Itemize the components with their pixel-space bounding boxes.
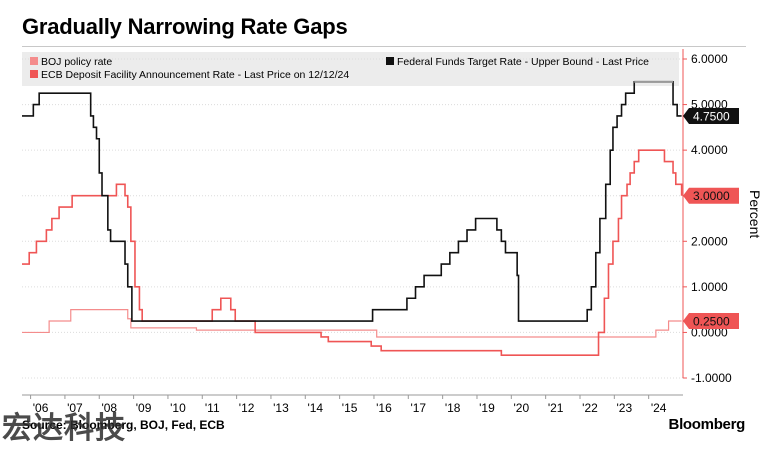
legend-label-boj: BOJ policy rate [41,56,112,68]
x-tick-label: '18 [445,401,461,415]
x-tick-label: '08 [101,401,117,415]
legend-label-fed: Federal Funds Target Rate - Upper Bound … [397,56,649,68]
x-tick-label: '19 [479,401,495,415]
badge-value: 3.0000 [693,189,730,203]
last-value-badge-boj: 0.2500 [683,313,739,330]
badge-shape [683,187,739,204]
last-value-badges: 4.7500 3.0000 0.2500 [683,107,739,330]
legend-swatch-boj [30,57,38,65]
grid-lines [22,58,683,379]
x-tick-label: '10 [170,401,186,415]
x-tick-label: '16 [376,401,392,415]
series-line-ecb [22,149,683,357]
x-tick-label: '13 [273,401,289,415]
badge-shape [683,107,739,124]
x-tick-label: '09 [136,401,152,415]
x-tick-label: '12 [239,401,255,415]
x-tick-label: '17 [410,401,426,415]
title-divider [22,46,746,47]
legend-swatch-ecb [30,70,38,78]
x-tick-label: '23 [617,401,633,415]
x-tick-label: '22 [582,401,598,415]
x-tick-label: '06 [33,401,49,415]
legend-box [22,52,679,86]
badge-value: 4.7500 [693,109,730,123]
bloomberg-logo: Bloomberg [668,416,746,433]
y-axis-label: Percent [747,190,763,238]
legend-label-ecb: ECB Deposit Facility Announcement Rate -… [41,69,349,81]
axes: 6.00005.00004.00003.00002.00001.00000.00… [22,49,732,415]
last-value-badge-ecb: 3.0000 [683,187,739,204]
series-line-boj [22,309,682,338]
x-tick-label: '07 [67,401,83,415]
series-lines [22,80,683,357]
x-tick-label: '11 [205,401,220,415]
legend-swatch-fed [386,57,394,65]
x-tick-label: '21 [548,401,564,415]
y-tick-label: 1.0000 [691,280,728,294]
badge-shape [683,313,739,330]
x-tick-label: '24 [651,401,667,415]
series-line-fed [22,80,682,322]
y-tick-label: 4.0000 [691,143,728,157]
last-value-badge-fed: 4.7500 [683,107,739,124]
chart-title: Gradually Narrowing Rate Gaps [22,14,348,39]
source-note: Source: Bloomberg, BOJ, Fed, ECB [22,418,225,432]
x-tick-label: '20 [513,401,529,415]
watermark: 宏达科技 [2,411,126,446]
y-tick-label: -1.0000 [691,371,732,385]
x-tick-label: '15 [342,401,358,415]
badge-value: 0.2500 [693,315,730,329]
x-tick-label: '14 [307,401,323,415]
y-tick-label: 6.0000 [691,52,728,66]
y-tick-label: 2.0000 [691,234,728,248]
